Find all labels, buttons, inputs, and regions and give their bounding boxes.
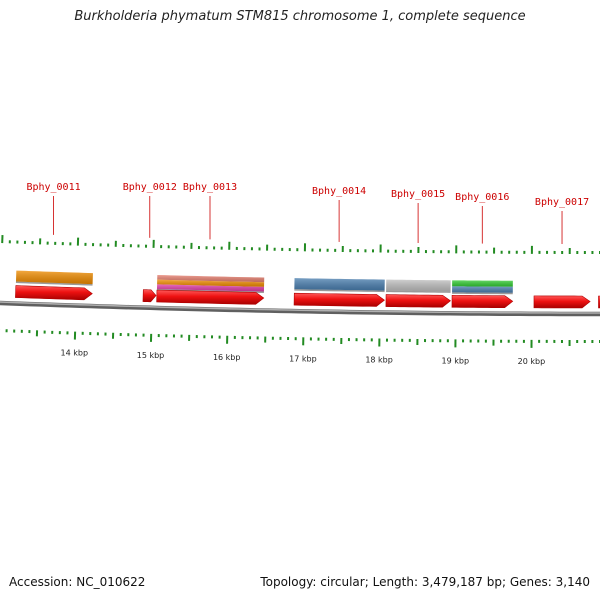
axis-tick-label: 18 kbp bbox=[365, 356, 393, 365]
bottom-tick-row bbox=[0, 329, 600, 348]
axis-labels: 14 kbp 15 kbp 16 kbp 17 kbp 18 kbp 19 kbp 20 k… bbox=[61, 349, 546, 366]
axis-tick-label: 14 kbp bbox=[61, 349, 89, 358]
backbone-line bbox=[0, 300, 600, 317]
axis-tick-label: 16 kbp bbox=[213, 353, 241, 362]
axis-tick-label: 17 kbp bbox=[289, 354, 317, 363]
sequence-summary: Topology: circular; Length: 3,479,187 bp… bbox=[260, 575, 590, 589]
gene-arrows bbox=[15, 285, 600, 309]
gene-label: Bphy_0015 bbox=[391, 189, 445, 200]
gene-label: Bphy_0017 bbox=[535, 197, 589, 208]
feature-bar-shade bbox=[15, 270, 93, 285]
gene-arrow bbox=[451, 295, 514, 309]
gene-label: Bphy_0011 bbox=[26, 182, 80, 193]
gene-arrow bbox=[142, 289, 157, 303]
feature-bars bbox=[15, 270, 513, 295]
gene-arrow bbox=[156, 289, 265, 305]
top-tick-row bbox=[1, 235, 600, 254]
feature-bar-shadow bbox=[294, 289, 385, 293]
feature-bar-shadow bbox=[386, 290, 451, 293]
gene-arrow bbox=[293, 292, 385, 307]
feature-bar-shadow bbox=[15, 281, 93, 286]
genes-label: Genes: bbox=[509, 575, 552, 589]
feature-bar-shadow bbox=[452, 292, 513, 295]
backbone-highlight bbox=[0, 301, 600, 314]
chromosome-backbone bbox=[0, 300, 600, 317]
axis-tick-label: 20 kbp bbox=[518, 357, 546, 366]
gene-arrow bbox=[15, 285, 93, 301]
gene-label: Bphy_0012 bbox=[123, 182, 177, 193]
accession-info: Accession: NC_010622 bbox=[9, 575, 145, 589]
feature-bar-shade bbox=[452, 280, 513, 287]
gene-arrow bbox=[533, 295, 591, 309]
gene-arrow bbox=[385, 294, 451, 308]
gene-label: Bphy_0016 bbox=[455, 192, 509, 203]
feature-bar-shade bbox=[452, 286, 513, 293]
axis-tick-label: 19 kbp bbox=[442, 356, 470, 365]
topology-value: circular bbox=[320, 575, 365, 589]
accession-label: Accession: bbox=[9, 575, 73, 589]
gene-label: Bphy_0014 bbox=[312, 186, 366, 197]
length-value: 3,479,187 bp bbox=[421, 575, 502, 589]
feature-bar-shade bbox=[157, 279, 265, 287]
axis-tick-label: 15 kbp bbox=[137, 351, 165, 360]
feature-bar-shade bbox=[156, 284, 265, 292]
accession-value: NC_010622 bbox=[76, 575, 146, 589]
feature-bar-shade bbox=[294, 278, 385, 291]
topology-label: Topology: bbox=[260, 575, 317, 589]
page-title: Burkholderia phymatum STM815 chromosome … bbox=[74, 9, 526, 24]
feature-bar-shade bbox=[386, 279, 451, 292]
gene-labels: Bphy_0011 Bphy_0012 Bphy_0013 Bphy_0014 Bphy… bbox=[26, 182, 589, 244]
length-label: Length: bbox=[372, 575, 419, 589]
feature-bar-shade bbox=[157, 275, 265, 283]
genes-value: 3,140 bbox=[555, 575, 590, 589]
gene-label: Bphy_0013 bbox=[183, 182, 237, 193]
